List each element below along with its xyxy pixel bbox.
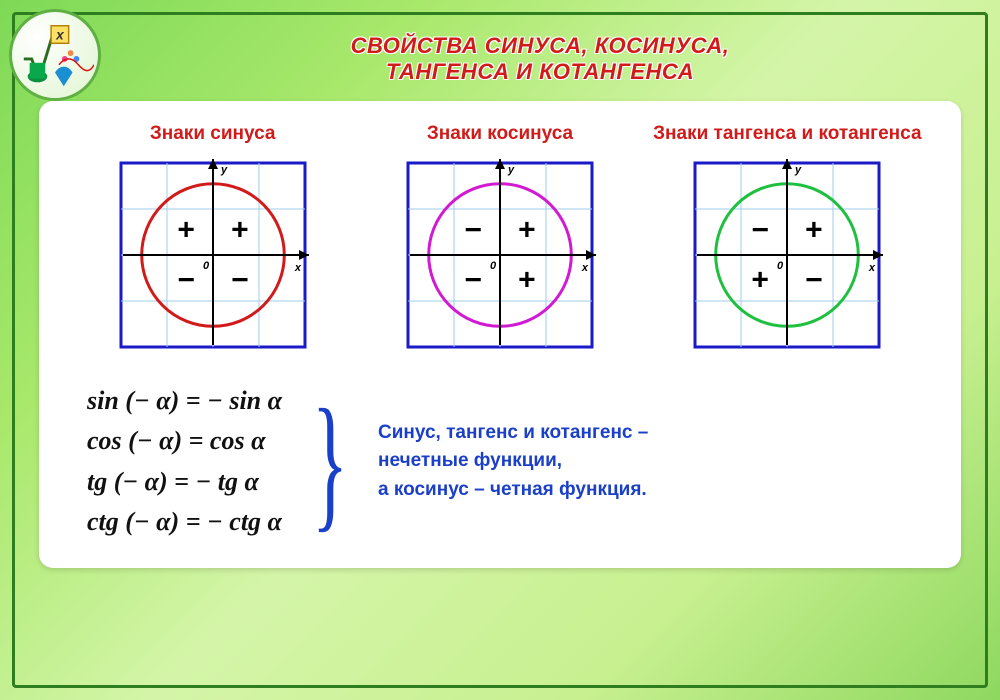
svg-text:x: x bbox=[294, 262, 302, 274]
svg-text:+: + bbox=[518, 263, 536, 296]
svg-text:y: y bbox=[220, 164, 228, 176]
formula-line: sin (− α) = − sin α bbox=[87, 381, 282, 421]
svg-text:x: x bbox=[868, 262, 876, 274]
svg-text:0: 0 bbox=[203, 260, 210, 272]
svg-text:+: + bbox=[752, 263, 770, 296]
formula-line: tg (− α) = − tg α bbox=[87, 462, 282, 502]
svg-text:+: + bbox=[805, 214, 823, 247]
svg-text:0: 0 bbox=[777, 260, 784, 272]
svg-text:y: y bbox=[794, 164, 802, 176]
main-title: СВОЙСТВА СИНУСА, КОСИНУСА, ТАНГЕНСА И КО… bbox=[119, 33, 961, 85]
chart-label: Знаки косинуса bbox=[356, 123, 643, 145]
bottom-row: sin (− α) = − sin α cos (− α) = cos α tg… bbox=[69, 381, 931, 542]
poster-frame: x СВОЙСТВА СИНУСА, КОСИНУСА, ТАНГЕНСА И … bbox=[12, 12, 988, 688]
svg-text:−: − bbox=[464, 214, 482, 247]
curly-brace-icon: } bbox=[312, 387, 348, 537]
svg-text:+: + bbox=[231, 214, 249, 247]
svg-text:y: y bbox=[507, 164, 515, 176]
svg-text:−: − bbox=[464, 263, 482, 296]
sign-chart-sine: x y 0 + + − − bbox=[113, 155, 313, 355]
svg-text:+: + bbox=[518, 214, 536, 247]
parity-formulas: sin (− α) = − sin α cos (− α) = cos α tg… bbox=[69, 381, 282, 542]
svg-text:x: x bbox=[55, 27, 65, 42]
formula-line: cos (− α) = cos α bbox=[87, 421, 282, 461]
title-line-2: ТАНГЕНСА И КОТАНГЕНСА bbox=[119, 59, 961, 85]
chart-labels-row: Знаки синуса Знаки косинуса Знаки танген… bbox=[69, 123, 931, 145]
formula-line: ctg (− α) = − ctg α bbox=[87, 502, 282, 542]
math-logo-icon: x bbox=[9, 9, 101, 101]
svg-text:−: − bbox=[805, 263, 823, 296]
svg-text:+: + bbox=[177, 214, 195, 247]
sign-chart-cosine: x y 0 + − − + bbox=[400, 155, 600, 355]
chart-label: Знаки синуса bbox=[69, 123, 356, 145]
svg-text:x: x bbox=[581, 262, 589, 274]
parity-description: Синус, тангенс и котангенс – нечетные фу… bbox=[378, 419, 718, 505]
svg-text:−: − bbox=[177, 263, 195, 296]
svg-text:0: 0 bbox=[490, 260, 497, 272]
sign-chart-tangent: x y 0 + − + − bbox=[687, 155, 887, 355]
title-line-1: СВОЙСТВА СИНУСА, КОСИНУСА, bbox=[119, 33, 961, 59]
chart-label: Знаки тангенса и котангенса bbox=[644, 123, 931, 145]
charts-row: x y 0 + + − − x y 0 + − − + x y 0 + − + − bbox=[69, 155, 931, 355]
content-panel: Знаки синуса Знаки косинуса Знаки танген… bbox=[39, 101, 961, 568]
svg-text:−: − bbox=[231, 263, 249, 296]
svg-text:−: − bbox=[752, 214, 770, 247]
